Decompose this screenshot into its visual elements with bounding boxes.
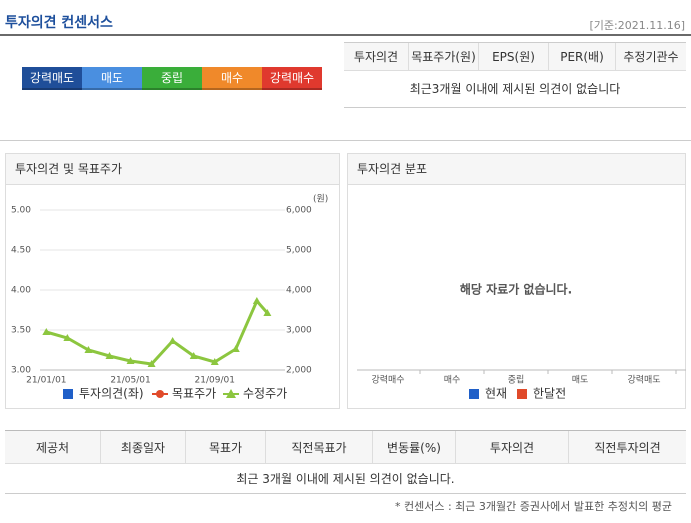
rule xyxy=(0,34,691,36)
point xyxy=(42,328,51,335)
footnote: * 컨센서스 : 최근 3개월간 증권사에서 발표한 추정치의 평균 xyxy=(395,500,672,513)
rating-scale: 강력매도 매도 중립 매수 강력매수 xyxy=(22,67,322,90)
legend-label: 현재 xyxy=(485,387,507,401)
date: [기준:2021.11.16] xyxy=(589,19,685,32)
rating-segment: 강력매도 xyxy=(22,67,82,90)
rule xyxy=(0,140,691,141)
legend-label: 목표주가 xyxy=(172,387,216,401)
x-tick-label: 강력매수 xyxy=(371,374,404,386)
rating-segment: 중립 xyxy=(142,67,202,90)
message: 해당 자료가 없습니다. xyxy=(460,282,572,297)
point xyxy=(147,360,156,367)
column-header: 직전투자의견 xyxy=(568,431,686,464)
x-tick-label: 21/05/01 xyxy=(110,376,150,386)
column-header: 최종일자 xyxy=(100,431,185,464)
x-tick-label: 매도 xyxy=(572,375,589,386)
point xyxy=(210,358,219,365)
legend-label: 한달전 xyxy=(533,387,566,401)
point xyxy=(231,345,240,352)
point xyxy=(168,337,177,344)
legend-marker xyxy=(63,389,73,399)
point xyxy=(63,334,72,341)
point xyxy=(105,352,114,359)
y-tick-label: 3.00 xyxy=(11,366,31,376)
column-header: 변동률(%) xyxy=(372,431,455,464)
title: 투자의견 컨센서스 xyxy=(5,15,113,31)
point xyxy=(263,309,272,316)
legend-marker xyxy=(469,389,479,399)
column-header: 제공처 xyxy=(5,431,100,464)
legend-label: 수정주가 xyxy=(243,387,287,401)
message: 최근 3개월 이내에 제시된 의견이 없습니다. xyxy=(236,471,455,486)
point xyxy=(252,297,261,304)
legend-marker xyxy=(517,389,527,399)
legend-marker xyxy=(156,390,164,398)
column-header: 목표가 xyxy=(185,431,265,464)
series-line xyxy=(45,298,269,366)
panel: 투자의견 분포 xyxy=(347,153,686,409)
y2-tick-label: 6,000 xyxy=(286,206,312,216)
legend-label: 투자의견(좌) xyxy=(79,387,144,401)
charts: 3.00 3.50 4.00 4.50 5.00 2,000 3,000 4,000 5,000… xyxy=(11,194,686,401)
column-header: PER(배) xyxy=(548,43,615,71)
point xyxy=(126,357,135,364)
y2-tick-label: 2,000 xyxy=(286,366,312,376)
rating-segment: 매수 xyxy=(202,67,262,90)
panel-title: 투자의견 분포 xyxy=(348,154,685,185)
y-tick-label: 5.00 xyxy=(11,206,31,216)
y-tick-label: 4.50 xyxy=(11,246,31,256)
column-header: 직전목표가 xyxy=(265,431,372,464)
column-header: 목표주가(원) xyxy=(408,43,478,71)
panel: 투자의견 및 목표주가 xyxy=(5,153,340,409)
column-header: 투자의견 xyxy=(455,431,568,464)
message: 최근3개월 이내에 제시된 의견이 없습니다 xyxy=(409,82,621,96)
column-header: EPS(원) xyxy=(478,43,548,71)
x-tick-label: 21/09/01 xyxy=(195,376,235,386)
y2-tick-label: 5,000 xyxy=(286,246,312,256)
panel-title: 투자의견 및 목표주가 xyxy=(6,154,339,185)
x-tick-label: 매수 xyxy=(444,375,461,386)
point xyxy=(84,346,93,353)
point xyxy=(189,352,198,359)
rating-segment: 매도 xyxy=(82,67,142,90)
rating-segment: 강력매수 xyxy=(262,67,322,90)
y2-unit: (원) xyxy=(313,194,328,205)
y-tick-label: 4.00 xyxy=(11,286,31,296)
y-tick-label: 3.50 xyxy=(11,326,31,336)
column-header: 추정기관수 xyxy=(615,43,686,71)
y2-tick-label: 3,000 xyxy=(286,326,312,336)
legend-marker xyxy=(226,389,236,398)
y2-tick-label: 4,000 xyxy=(286,286,312,296)
x-tick-label: 21/01/01 xyxy=(26,376,66,386)
x-tick-label: 중립 xyxy=(508,375,525,386)
x-tick-label: 강력매도 xyxy=(627,374,660,386)
column-header: 투자의견 xyxy=(344,43,408,71)
